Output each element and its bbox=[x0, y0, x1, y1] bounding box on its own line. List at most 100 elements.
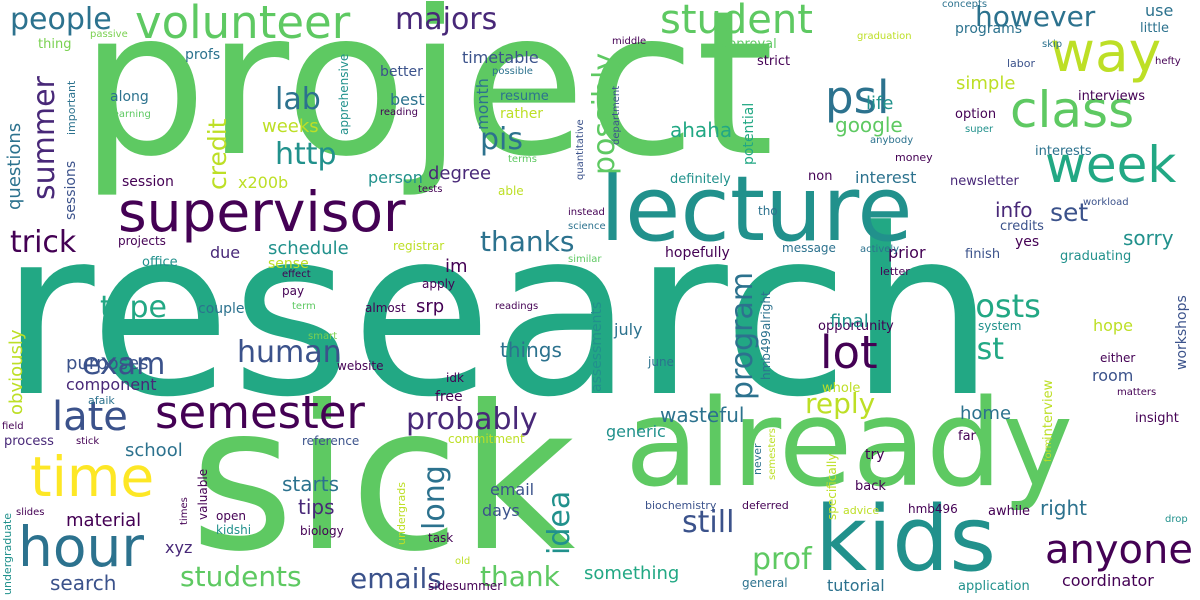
cloud-word: program bbox=[725, 271, 760, 400]
cloud-word: reference bbox=[302, 434, 360, 448]
cloud-word: website bbox=[337, 359, 384, 373]
cloud-word: component bbox=[66, 375, 157, 394]
cloud-word: timetable bbox=[462, 48, 539, 67]
cloud-word: info bbox=[995, 198, 1033, 222]
cloud-word: simple bbox=[956, 73, 1016, 94]
cloud-word: tho bbox=[758, 204, 778, 218]
cloud-word: anyone bbox=[1045, 527, 1193, 573]
cloud-word: instead bbox=[568, 207, 605, 218]
cloud-word: better bbox=[380, 64, 423, 80]
cloud-word: summer bbox=[27, 76, 62, 200]
cloud-word: advice bbox=[843, 504, 880, 517]
cloud-word: quantitative bbox=[575, 119, 586, 180]
cloud-word: deferred bbox=[742, 499, 789, 512]
cloud-word: starts bbox=[282, 472, 340, 496]
cloud-word: commitment bbox=[448, 432, 525, 446]
cloud-word: things bbox=[500, 338, 562, 362]
cloud-word: already bbox=[625, 375, 1074, 514]
cloud-word: due bbox=[210, 243, 241, 262]
cloud-word: matters bbox=[1117, 387, 1157, 398]
cloud-word: hmb496 bbox=[908, 502, 958, 516]
cloud-word: whole bbox=[822, 381, 861, 396]
cloud-word: kidshi bbox=[216, 523, 252, 537]
cloud-word: purposes bbox=[66, 353, 149, 374]
cloud-word: life bbox=[866, 93, 894, 114]
cloud-word: im bbox=[445, 256, 468, 277]
cloud-word: workshops bbox=[1174, 295, 1190, 370]
cloud-word: super bbox=[965, 124, 994, 135]
cloud-word: hopefully bbox=[665, 245, 730, 261]
cloud-word: students bbox=[180, 560, 302, 593]
cloud-word: person bbox=[368, 168, 423, 187]
cloud-word: home bbox=[960, 403, 1012, 424]
cloud-word: back bbox=[855, 479, 886, 494]
cloud-word: right bbox=[1040, 496, 1087, 520]
cloud-word: hope bbox=[1093, 316, 1133, 335]
cloud-word: process bbox=[4, 434, 54, 449]
cloud-word: thank bbox=[480, 560, 560, 593]
cloud-word: money bbox=[895, 151, 933, 164]
cloud-word: undergraduate bbox=[1, 512, 14, 595]
cloud-word: kids bbox=[815, 487, 997, 592]
cloud-word: probably bbox=[406, 402, 538, 437]
cloud-word: skip bbox=[1042, 39, 1063, 50]
cloud-word: lecture bbox=[600, 157, 913, 262]
cloud-word: workload bbox=[1083, 197, 1129, 208]
cloud-word: concepts bbox=[942, 0, 988, 10]
cloud-word: prof bbox=[752, 542, 812, 577]
cloud-word: search bbox=[50, 571, 117, 595]
cloud-word: sorry bbox=[1123, 226, 1174, 250]
cloud-word: slides bbox=[16, 507, 45, 518]
cloud-word: room bbox=[1092, 366, 1134, 385]
cloud-word: interest bbox=[855, 168, 917, 187]
cloud-word: semesters bbox=[767, 428, 778, 480]
cloud-word: people bbox=[10, 2, 112, 37]
cloud-word: field bbox=[2, 421, 24, 432]
cloud-word: coordinator bbox=[1062, 571, 1154, 590]
cloud-word: late bbox=[52, 394, 128, 440]
cloud-word: project bbox=[80, 0, 775, 201]
cloud-word: x200b bbox=[238, 173, 289, 192]
cloud-word: hmb499alright bbox=[759, 291, 773, 380]
cloud-word: along bbox=[110, 89, 149, 105]
cloud-word: idea bbox=[542, 490, 577, 555]
cloud-word: possible bbox=[492, 66, 533, 77]
cloud-word: message bbox=[782, 241, 836, 255]
cloud-word: option bbox=[955, 107, 997, 122]
cloud-word: hour bbox=[18, 515, 144, 579]
cloud-word: long bbox=[417, 465, 452, 530]
cloud-word: programs bbox=[955, 21, 1023, 37]
cloud-word: supervisor bbox=[118, 180, 406, 244]
cloud-word: july bbox=[614, 320, 643, 339]
cloud-word: assessments bbox=[589, 301, 605, 392]
cloud-word: potential bbox=[741, 102, 757, 165]
cloud-word: obviously bbox=[6, 329, 27, 415]
cloud-word: reply bbox=[805, 387, 876, 420]
cloud-word: something bbox=[584, 563, 680, 584]
cloud-word: tests bbox=[418, 184, 443, 195]
cloud-word: pay bbox=[282, 284, 305, 298]
cloud-word: prior bbox=[888, 243, 926, 262]
cloud-word: month bbox=[473, 78, 492, 130]
cloud-word: class bbox=[1010, 81, 1135, 139]
cloud-word: volunteer bbox=[135, 0, 351, 49]
cloud-word: session bbox=[122, 174, 174, 190]
cloud-word: almost bbox=[365, 301, 406, 315]
cloud-word: hefty bbox=[1155, 56, 1181, 67]
cloud-word: specifically bbox=[825, 453, 839, 520]
cloud-word: either bbox=[1100, 351, 1136, 365]
cloud-word: biochemistry bbox=[645, 499, 717, 512]
cloud-word: majors bbox=[395, 2, 498, 37]
cloud-word: google bbox=[835, 113, 903, 137]
cloud-word: reading bbox=[380, 107, 418, 118]
cloud-word: registrar bbox=[393, 239, 445, 253]
cloud-word: effect bbox=[282, 269, 311, 280]
cloud-word: xyz bbox=[165, 538, 193, 557]
cloud-word: insight bbox=[1135, 411, 1179, 426]
cloud-word: generic bbox=[606, 422, 666, 441]
cloud-word: questions bbox=[4, 122, 25, 210]
cloud-word: credit bbox=[203, 118, 232, 190]
cloud-word: psl bbox=[825, 71, 890, 124]
cloud-word: rather bbox=[500, 106, 544, 122]
